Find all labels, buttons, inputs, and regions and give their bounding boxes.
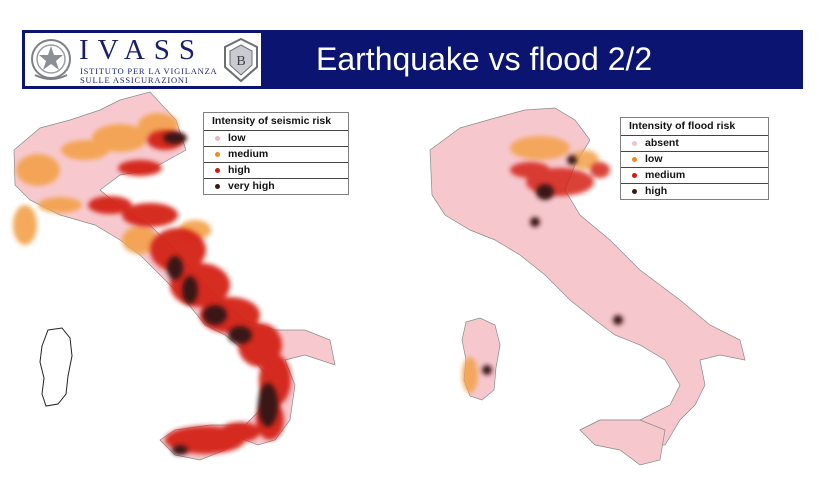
legend-item-medium: medium xyxy=(204,147,348,163)
slide-header: IVASS ISTITUTO PER LA VIGILANZA SULLE AS… xyxy=(22,30,803,89)
brand-subtitle-line2: SULLE ASSICURAZIONI xyxy=(80,75,189,85)
legend-dot-icon xyxy=(215,136,220,141)
ivass-seal-icon: B xyxy=(224,37,258,83)
legend-item-low: low xyxy=(621,152,768,168)
legend-label: absent xyxy=(645,137,679,149)
legend-label: high xyxy=(228,164,251,176)
brand-name: IVASS xyxy=(79,34,205,66)
brand-subtitle-line1: ISTITUTO PER LA VIGILANZA xyxy=(80,66,218,76)
legend-dot-icon xyxy=(632,157,637,162)
seismic-risk-legend: Intensity of seismic risk low medium hig… xyxy=(203,112,349,195)
legend-label: very high xyxy=(228,180,275,192)
legend-dot-icon xyxy=(215,168,220,173)
legend-item-low: low xyxy=(204,131,348,147)
legend-label: low xyxy=(228,132,246,144)
legend-item-absent: absent xyxy=(621,136,768,152)
legend-dot-icon xyxy=(632,141,637,146)
svg-text:B: B xyxy=(236,54,245,69)
legend-dot-icon xyxy=(632,173,637,178)
legend-item-high: high xyxy=(621,184,768,199)
legend-dot-icon xyxy=(632,189,637,194)
legend-item-medium: medium xyxy=(621,168,768,184)
legend-item-very-high: very high xyxy=(204,179,348,194)
legend-title: Intensity of flood risk xyxy=(621,118,768,136)
slide-title: Earthquake vs flood 2/2 xyxy=(316,41,653,77)
legend-item-high: high xyxy=(204,163,348,179)
legend-label: high xyxy=(645,185,668,197)
legend-label: medium xyxy=(645,169,686,181)
italian-emblem-icon xyxy=(31,39,71,80)
legend-dot-icon xyxy=(215,152,220,157)
flood-risk-legend: Intensity of flood risk absent low mediu… xyxy=(620,117,769,200)
legend-label: low xyxy=(645,153,663,165)
legend-dot-icon xyxy=(215,184,220,189)
legend-label: medium xyxy=(228,148,269,160)
legend-title: Intensity of seismic risk xyxy=(204,113,348,131)
ivass-logo: IVASS ISTITUTO PER LA VIGILANZA SULLE AS… xyxy=(25,33,261,86)
